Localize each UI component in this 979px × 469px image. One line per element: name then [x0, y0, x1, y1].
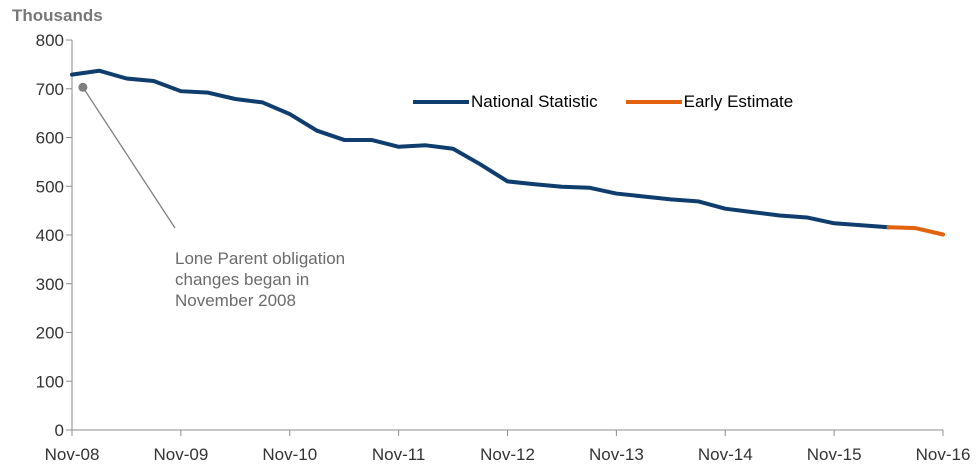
y-tick-label: 400: [36, 226, 64, 245]
y-tick-label: 700: [36, 80, 64, 99]
legend-swatch-early-estimate: [625, 100, 682, 104]
legend-label-early-estimate: Early Estimate: [683, 92, 794, 111]
x-tick-label: Nov-12: [480, 445, 535, 464]
y-axis-unit-label: Thousands: [12, 6, 103, 25]
legend-label-national-statistic: National Statistic: [471, 92, 598, 111]
y-tick-label: 800: [36, 31, 64, 50]
x-tick-label: Nov-11: [372, 445, 426, 464]
annotation-point: [78, 82, 88, 92]
y-tick-label: 200: [36, 324, 64, 343]
series-line-national-statistic: [70, 68, 891, 230]
x-tick-label: Nov-15: [807, 445, 862, 464]
x-tick-label: Nov-10: [262, 445, 317, 464]
annotation-text: Lone Parent obligation changes began in …: [175, 249, 346, 310]
x-tick-label: Nov-14: [698, 445, 753, 464]
legend-item-national-statistic: National Statistic: [413, 92, 598, 112]
x-tick-label: Nov-09: [153, 445, 208, 464]
series-line-early-estimate: [886, 225, 945, 237]
legend: National Statistic Early Estimate: [413, 92, 821, 112]
x-tick-label: Nov-13: [589, 445, 644, 464]
x-tick-label: Nov-08: [45, 445, 100, 464]
y-tick-label: 300: [36, 275, 64, 294]
legend-swatch-national-statistic: [413, 100, 469, 104]
y-tick-label: 0: [55, 421, 64, 440]
annotation-leader-line: [82, 86, 176, 229]
legend-item-early-estimate: Early Estimate: [625, 92, 794, 112]
y-tick-label: 600: [36, 129, 64, 148]
x-tick-label: Nov-16: [916, 445, 971, 464]
y-tick-label: 500: [36, 177, 64, 196]
y-tick-label: 100: [36, 372, 64, 391]
